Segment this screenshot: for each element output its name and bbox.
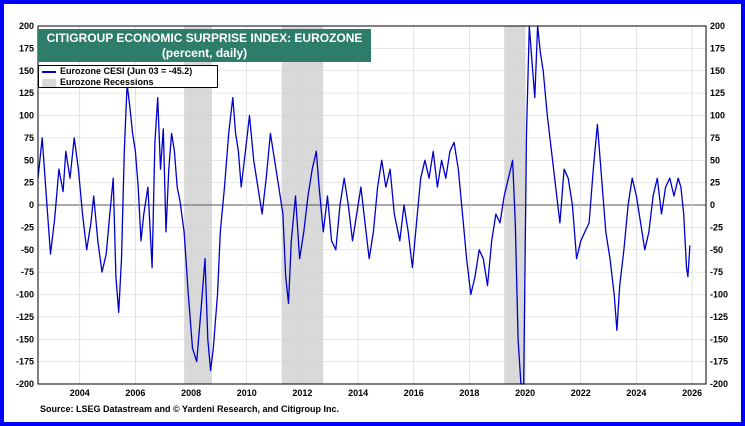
y-tick-label-right: -150: [710, 334, 728, 344]
grid: [38, 26, 706, 384]
y-tick-label-left: 50: [24, 155, 34, 165]
y-tick-label-right: -200: [710, 379, 728, 389]
y-tick-label-left: -175: [16, 357, 34, 367]
y-tick-label-right: -75: [710, 267, 723, 277]
y-tick-label-left: 200: [19, 21, 34, 31]
x-axis: 2004 2006 2008 2010 2012 2014 2016 2018 2020 2022…: [70, 388, 702, 398]
y-tick-label-left: 125: [19, 88, 34, 98]
y-tick-label-right: 50: [710, 155, 720, 165]
legend: Eurozone CESI (Jun 03 = -45.2) Eurozone …: [38, 65, 218, 88]
y-tick-label-right: -25: [710, 222, 723, 232]
y-tick-label-right: 150: [710, 66, 725, 76]
chart-subtitle: (percent, daily): [161, 46, 248, 60]
x-tick-label: 2022: [571, 388, 591, 398]
y-tick-label-left: 150: [19, 66, 34, 76]
y-tick-label-left: -100: [16, 290, 34, 300]
y-tick-label-right: 175: [710, 43, 725, 53]
legend-line-swatch: [42, 70, 56, 73]
legend-label-recessions: Eurozone Recessions: [60, 77, 154, 87]
x-tick-label: 2014: [348, 388, 368, 398]
y-tick-label-right: 25: [710, 178, 720, 188]
legend-item-recessions: Eurozone Recessions: [39, 77, 217, 88]
x-tick-label: 2024: [626, 388, 646, 398]
x-tick-label: 2008: [181, 388, 201, 398]
legend-label-cesi: Eurozone CESI (Jun 03 = -45.2): [60, 66, 193, 76]
chart-title-box: CITIGROUP ECONOMIC SURPRISE INDEX: EUROZ…: [38, 29, 371, 62]
y-tick-label-right: 125: [710, 88, 725, 98]
y-tick-label-left: 175: [19, 43, 34, 53]
y-tick-label-left: 100: [19, 111, 34, 121]
y-tick-label-right: -125: [710, 312, 728, 322]
plot-area-border: [37, 25, 707, 385]
x-tick-label: 2018: [459, 388, 479, 398]
x-tick-label: 2026: [682, 388, 702, 398]
y-tick-label-right: 0: [710, 200, 715, 210]
x-tick-label: 2010: [237, 388, 257, 398]
source-note: Source: LSEG Datastream and © Yardeni Re…: [40, 404, 340, 414]
y-tick-label-right: 100: [710, 111, 725, 121]
legend-item-cesi: Eurozone CESI (Jun 03 = -45.2): [39, 66, 217, 77]
y-tick-label-left: -50: [21, 245, 34, 255]
x-tick-label: 2012: [292, 388, 312, 398]
y-tick-label-left: 0: [29, 200, 34, 210]
x-tick-label: 2020: [515, 388, 535, 398]
y-tick-label-right: -50: [710, 245, 723, 255]
x-tick-label: 2016: [404, 388, 424, 398]
y-tick-label-right: 200: [710, 21, 725, 31]
y-tick-label-right: 75: [710, 133, 720, 143]
legend-box-swatch: [42, 78, 56, 87]
y-tick-label-left: 25: [24, 178, 34, 188]
y-tick-label-left: -25: [21, 222, 34, 232]
series-layer: [37, 25, 691, 385]
y-axis-left: 200 175 150 125 100 75 50 25 0 -25 -50 -75 -100 -125 -…: [16, 21, 34, 389]
y-tick-label-left: 75: [24, 133, 34, 143]
y-tick-label-left: -200: [16, 379, 34, 389]
y-tick-label-left: -150: [16, 334, 34, 344]
y-tick-label-right: -175: [710, 357, 728, 367]
y-axis-right: 200 175 150 125 100 75 50 25 0 -25 -50 -75 -100 -125 -…: [710, 21, 728, 389]
x-tick-label: 2004: [70, 388, 90, 398]
series-line-cesi: [37, 25, 691, 385]
chart-title: CITIGROUP ECONOMIC SURPRISE INDEX: EUROZ…: [46, 31, 363, 45]
y-tick-label-right: -100: [710, 290, 728, 300]
y-tick-label-left: -75: [21, 267, 34, 277]
y-tick-label-left: -125: [16, 312, 34, 322]
x-tick-label: 2006: [125, 388, 145, 398]
